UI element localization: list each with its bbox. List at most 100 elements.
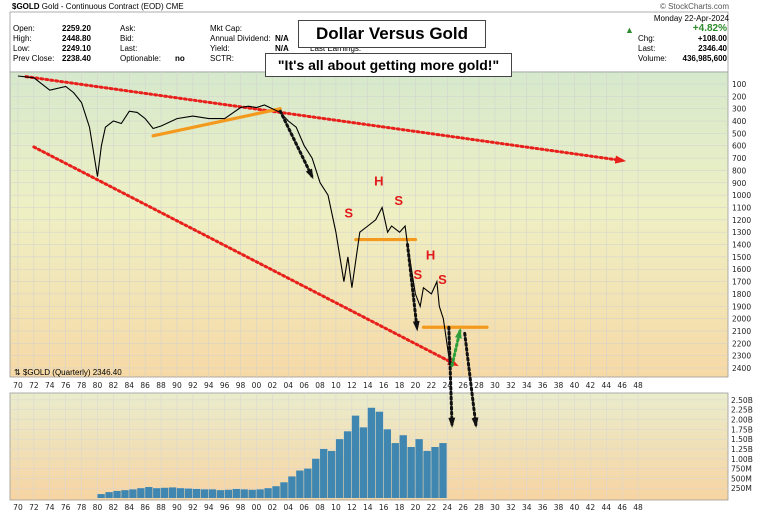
volume-bar [200,489,209,498]
x-tick-label: 26 [458,381,468,390]
x-tick-label-bottom: 18 [395,503,405,512]
volume-bar [375,411,384,498]
symbol: $GOLD [12,2,40,11]
x-tick-label-bottom: 34 [522,503,532,512]
mid-field-value: no [175,54,185,63]
x-tick-label: 36 [538,381,548,390]
x-tick-label-bottom: 42 [586,503,596,512]
volume-bar [176,488,185,498]
x-tick-label: 32 [506,381,516,390]
x-tick-label-bottom: 02 [268,503,278,512]
x-tick-label-bottom: 74 [45,503,55,512]
mid-field-label: Optionable: [120,54,161,63]
volume-bar [224,489,232,498]
volume-bar [121,490,129,498]
mid-field-label: Last: [120,44,138,53]
x-tick-label-bottom: 78 [77,503,87,512]
volume-bar [415,439,423,498]
mid2-field-label: Yield: [210,44,230,53]
price-tick-label: 700 [732,154,747,163]
right-field-value: 436,985,600 [682,54,728,63]
x-tick-label: 98 [236,381,246,390]
volume-bar [248,489,256,498]
volume-tick-label: 2.25B [731,406,753,415]
x-tick-label: 12 [347,381,357,390]
volume-tick-label: 1.50B [731,435,753,444]
x-tick-label: 04 [283,381,293,390]
left-field-value: 2249.10 [62,44,91,53]
x-tick-label-bottom: 98 [236,503,246,512]
volume-bar [407,447,415,498]
x-tick-label: 10 [331,381,341,390]
volume-bar [343,431,352,498]
x-tick-label-bottom: 84 [124,503,134,512]
symbol-line: $GOLD Gold - Continuous Contract (EOD) C… [12,2,184,12]
hs-letter: S [413,267,422,282]
volume-tick-label: 1.75B [731,425,753,434]
x-tick-label: 20 [411,381,421,390]
upper-red-trendline-head [614,155,627,164]
volume-bar [145,487,153,498]
x-tick-label-bottom: 76 [61,503,71,512]
volume-tick-label: 1.00B [731,455,753,464]
right-field-value: +4.82% [692,23,727,34]
volume-bar [105,492,113,498]
volume-bar [367,407,376,498]
volume-bar [296,470,304,498]
volume-bar [359,427,368,498]
volume-bar [351,415,360,498]
price-tick-label: 1100 [732,203,751,212]
volume-bar [423,450,431,498]
x-tick-label: 76 [61,381,71,390]
x-tick-label-bottom: 10 [331,503,341,512]
x-tick-label: 14 [363,381,373,390]
x-tick-label-bottom: 48 [633,503,643,512]
volume-bar [399,435,407,498]
price-tick-label: 1400 [732,241,751,250]
price-tick-label: 100 [732,80,747,89]
hs-letter: H [426,247,435,262]
hs-letter: S [344,205,353,220]
x-tick-label-bottom: 46 [617,503,627,512]
arrow-1-head [305,168,314,180]
x-tick-label-bottom: 82 [109,503,119,512]
volume-bar [280,482,288,498]
x-tick-label: 48 [633,381,643,390]
x-tick-label-bottom: 92 [188,503,198,512]
price-tick-label: 200 [732,92,747,101]
x-tick-label: 92 [188,381,198,390]
right-field-label: Chg: [638,34,655,43]
x-tick-label: 78 [77,381,87,390]
volume-bar [161,487,169,498]
volume-bar [272,486,280,498]
x-tick-label: 00 [252,381,262,390]
x-tick-label-bottom: 30 [490,503,500,512]
x-tick-label-bottom: 94 [204,503,214,512]
date: Monday 22-Apr-2024 [653,14,729,23]
x-tick-label: 72 [29,381,39,390]
upper-red-trendline [24,75,624,163]
mid-field-label: Ask: [120,24,136,33]
arrow-2-head [412,320,420,332]
left-field-label: High: [13,34,32,43]
volume-bar [304,468,312,498]
x-tick-label-bottom: 20 [411,503,421,512]
price-tick-label: 600 [732,142,747,151]
orange-rising-line [151,107,282,138]
volume-bar [431,447,439,498]
left-field-label: Low: [13,44,30,53]
x-tick-label-bottom: 70 [13,503,23,512]
x-tick-label-bottom: 22 [427,503,437,512]
price-tick-label: 2300 [732,352,751,361]
arrow-3 [447,325,454,427]
x-tick-label-bottom: 44 [601,503,611,512]
x-tick-label: 94 [204,381,214,390]
volume-bar [312,458,320,498]
volume-bar [335,439,344,498]
x-tick-label-bottom: 14 [363,503,373,512]
mid2-field-value: N/A [275,44,289,53]
x-tick-label-bottom: 16 [379,503,389,512]
volume-bar [264,488,272,498]
arrow-3-head [448,417,456,428]
